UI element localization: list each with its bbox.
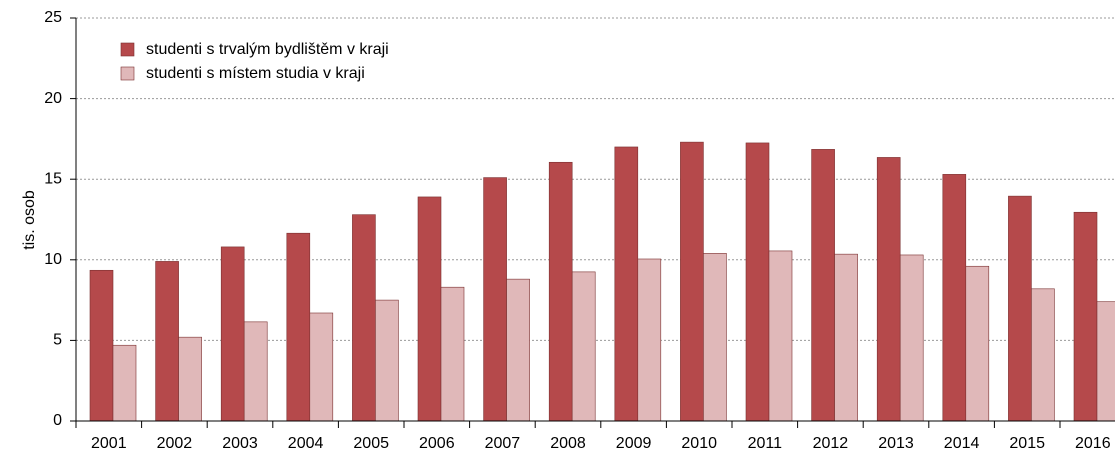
bar	[834, 253, 858, 422]
bar	[352, 214, 376, 422]
bar	[1073, 211, 1098, 422]
x-tick-label: 2002	[157, 435, 193, 452]
bar	[440, 286, 465, 422]
y-tick-label: 5	[53, 332, 62, 349]
bar	[637, 258, 662, 422]
x-tick-label: 2013	[878, 435, 914, 452]
x-tick-label: 2016	[1075, 435, 1111, 452]
legend-swatch	[120, 42, 135, 57]
y-tick-label: 10	[44, 251, 62, 268]
bar	[745, 142, 770, 422]
x-tick-label: 2006	[419, 435, 455, 452]
x-tick-label: 2008	[550, 435, 586, 452]
bar	[1008, 195, 1032, 422]
bar	[89, 269, 114, 422]
x-tick-label: 2004	[288, 435, 324, 452]
bar	[1031, 288, 1055, 422]
bar	[571, 271, 596, 422]
bar	[899, 254, 924, 422]
bar	[548, 161, 573, 422]
bar	[417, 196, 442, 422]
bar	[112, 344, 137, 422]
legend-label: studenti s trvalým bydlištěm v kraji	[146, 41, 389, 58]
x-tick-label: 2014	[944, 435, 980, 452]
bar	[220, 246, 245, 422]
bar	[811, 149, 835, 422]
bar	[965, 265, 990, 422]
legend-swatch	[120, 66, 135, 81]
bar	[309, 312, 334, 422]
bar	[286, 232, 311, 422]
bar	[614, 146, 639, 422]
x-tick-label: 2011	[748, 435, 783, 452]
x-tick-label: 2012	[813, 435, 849, 452]
x-tick-label: 2001	[91, 435, 127, 452]
bar	[942, 174, 967, 422]
bar	[703, 253, 727, 422]
y-tick-label: 20	[44, 90, 62, 107]
bar	[243, 321, 268, 422]
bar	[178, 336, 202, 422]
bar	[375, 299, 399, 422]
y-tick-label: 0	[53, 412, 62, 429]
legend-label: studenti s místem studia v kraji	[146, 65, 365, 82]
x-tick-label: 2010	[681, 435, 717, 452]
y-axis-label: tis. osob	[21, 190, 38, 250]
x-tick-label: 2005	[353, 435, 389, 452]
bar	[680, 141, 704, 422]
x-tick-label: 2015	[1009, 435, 1045, 452]
x-tick-label: 2009	[616, 435, 652, 452]
bar	[876, 157, 901, 422]
x-tick-label: 2007	[485, 435, 521, 452]
bar	[483, 177, 507, 422]
y-tick-label: 25	[44, 9, 62, 26]
bar	[1096, 301, 1115, 422]
bar	[768, 250, 793, 422]
bar	[155, 261, 179, 422]
y-tick-label: 15	[44, 170, 62, 187]
bar	[506, 278, 530, 422]
x-tick-label: 2003	[222, 435, 258, 452]
